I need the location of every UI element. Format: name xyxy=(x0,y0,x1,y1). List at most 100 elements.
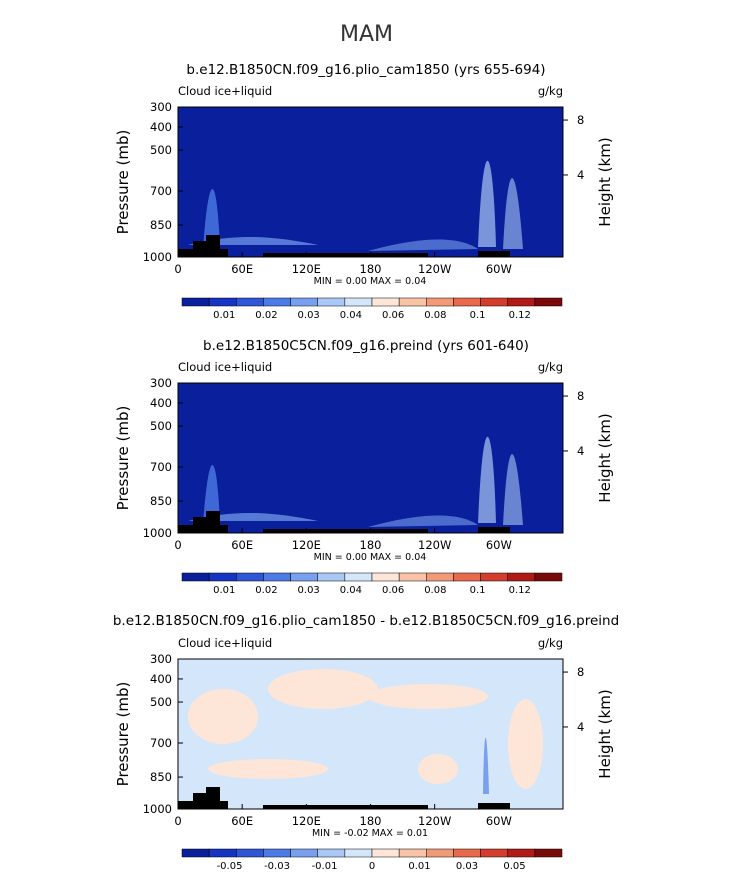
colorbar-label: 0.12 xyxy=(509,585,531,596)
colorbar-swatch xyxy=(534,572,563,582)
field-background xyxy=(178,107,563,257)
colorbar-swatch xyxy=(344,848,373,858)
contour-feature xyxy=(368,239,478,251)
colorbar-swatch xyxy=(263,572,291,582)
colorbar-swatch xyxy=(290,297,318,307)
y-tick-label: 500 xyxy=(150,143,172,157)
y-right-tick-label: 4 xyxy=(577,168,584,182)
contour-feature xyxy=(368,684,488,709)
contour-feature xyxy=(418,754,458,784)
colorbar-swatch xyxy=(263,297,291,307)
colorbar-label: 0.08 xyxy=(424,585,446,596)
colorbar-swatch xyxy=(426,848,454,858)
topography-mask xyxy=(178,235,228,257)
contour-feature xyxy=(368,515,478,527)
panel-title: b.e12.B1850CN.f09_g16.plio_cam1850 - b.e… xyxy=(113,613,619,629)
topography-mask xyxy=(263,529,428,533)
y-tick-label: 300 xyxy=(150,100,172,114)
colorbar-label: 0.1 xyxy=(470,310,486,321)
colorbar-label: 0.08 xyxy=(424,310,446,321)
colorbar-label: 0.01 xyxy=(408,861,430,872)
y-tick-label: 700 xyxy=(150,460,172,474)
x-tick-label: 60W xyxy=(486,538,512,552)
panel-title: b.e12.B1850C5CN.f09_g16.preind (yrs 601-… xyxy=(203,338,529,354)
variable-label: Cloud ice+liquid xyxy=(178,360,272,374)
colorbar-swatch xyxy=(236,848,264,858)
colorbar-swatch xyxy=(181,848,210,858)
units-label: g/kg xyxy=(538,84,563,98)
colorbar-swatch xyxy=(290,572,318,582)
x-tick-label: 120E xyxy=(292,814,321,828)
colorbar-label: -0.05 xyxy=(217,861,243,872)
colorbar-label: 0.05 xyxy=(503,861,525,872)
colorbar-label: 0.01 xyxy=(213,585,235,596)
colorbar-swatch xyxy=(181,572,210,582)
colorbar-swatch xyxy=(480,848,508,858)
x-tick-label: 120E xyxy=(292,262,321,276)
y-tick-label: 850 xyxy=(150,770,172,784)
panel-3: b.e12.B1850CN.f09_g16.plio_cam1850 - b.e… xyxy=(113,613,619,872)
colorbar-label: -0.01 xyxy=(312,861,338,872)
min-max-stats: MIN = 0.00 MAX = 0.04 xyxy=(314,276,427,287)
variable-label: Cloud ice+liquid xyxy=(178,84,272,98)
contour-feature xyxy=(188,237,318,245)
contour-feature xyxy=(478,436,496,523)
colorbar-label: 0.02 xyxy=(255,585,277,596)
x-tick-label: 120W xyxy=(418,262,451,276)
colorbar-swatch xyxy=(181,297,210,307)
y-axis-title: Pressure (mb) xyxy=(114,130,132,235)
min-max-stats: MIN = 0.00 MAX = 0.04 xyxy=(314,552,427,563)
contour-feature xyxy=(268,669,378,709)
colorbar-swatch xyxy=(453,572,481,582)
y-tick-label: 850 xyxy=(150,218,172,232)
colorbar-swatch xyxy=(290,848,318,858)
contour-feature xyxy=(483,737,489,794)
x-tick-label: 60E xyxy=(231,814,253,828)
colorbar-swatch xyxy=(426,572,454,582)
y-tick-label: 500 xyxy=(150,419,172,433)
x-tick-label: 60W xyxy=(486,262,512,276)
colorbar-swatch xyxy=(317,297,346,307)
field-background xyxy=(178,383,563,533)
colorbar-label: 0.06 xyxy=(382,310,404,321)
contour-feature xyxy=(503,454,523,525)
contour-feature xyxy=(203,464,220,525)
colorbar-swatch xyxy=(371,572,400,582)
x-tick-label: 180 xyxy=(360,262,382,276)
colorbar-swatch xyxy=(344,297,373,307)
x-tick-label: 0 xyxy=(174,538,181,552)
colorbar-swatch xyxy=(398,297,427,307)
y-tick-label: 850 xyxy=(150,494,172,508)
colorbar-swatch xyxy=(398,848,427,858)
colorbar-swatch xyxy=(344,572,373,582)
contour-feature xyxy=(503,178,523,249)
colorbar-swatch xyxy=(507,572,536,582)
y-right-axis-title: Height (km) xyxy=(596,413,614,502)
y-tick-label: 1000 xyxy=(143,526,172,540)
colorbar-label: 0.03 xyxy=(298,585,320,596)
contour-feature xyxy=(208,759,328,779)
contour-feature xyxy=(188,689,258,744)
colorbar-label: 0.04 xyxy=(340,310,362,321)
colorbar-swatch xyxy=(398,572,427,582)
colorbar-label: 0.01 xyxy=(213,310,235,321)
colorbar-label: 0.03 xyxy=(456,861,478,872)
colorbar-label: 0 xyxy=(369,861,375,872)
colorbar-swatch xyxy=(263,848,291,858)
y-tick-label: 300 xyxy=(150,652,172,666)
y-axis-title: Pressure (mb) xyxy=(114,682,132,787)
x-tick-label: 60W xyxy=(486,814,512,828)
figure-title: MAM xyxy=(339,22,393,47)
colorbar-swatch xyxy=(453,297,481,307)
panel-title: b.e12.B1850CN.f09_g16.plio_cam1850 (yrs … xyxy=(186,62,545,78)
panel-1: b.e12.B1850CN.f09_g16.plio_cam1850 (yrs … xyxy=(114,62,614,321)
topography-mask xyxy=(263,253,428,257)
colorbar-swatch xyxy=(208,848,237,858)
x-tick-label: 0 xyxy=(174,814,181,828)
y-axis-title: Pressure (mb) xyxy=(114,406,132,511)
y-tick-label: 400 xyxy=(150,396,172,410)
contour-feature xyxy=(188,513,318,521)
colorbar-swatch xyxy=(534,848,563,858)
x-tick-label: 180 xyxy=(360,814,382,828)
